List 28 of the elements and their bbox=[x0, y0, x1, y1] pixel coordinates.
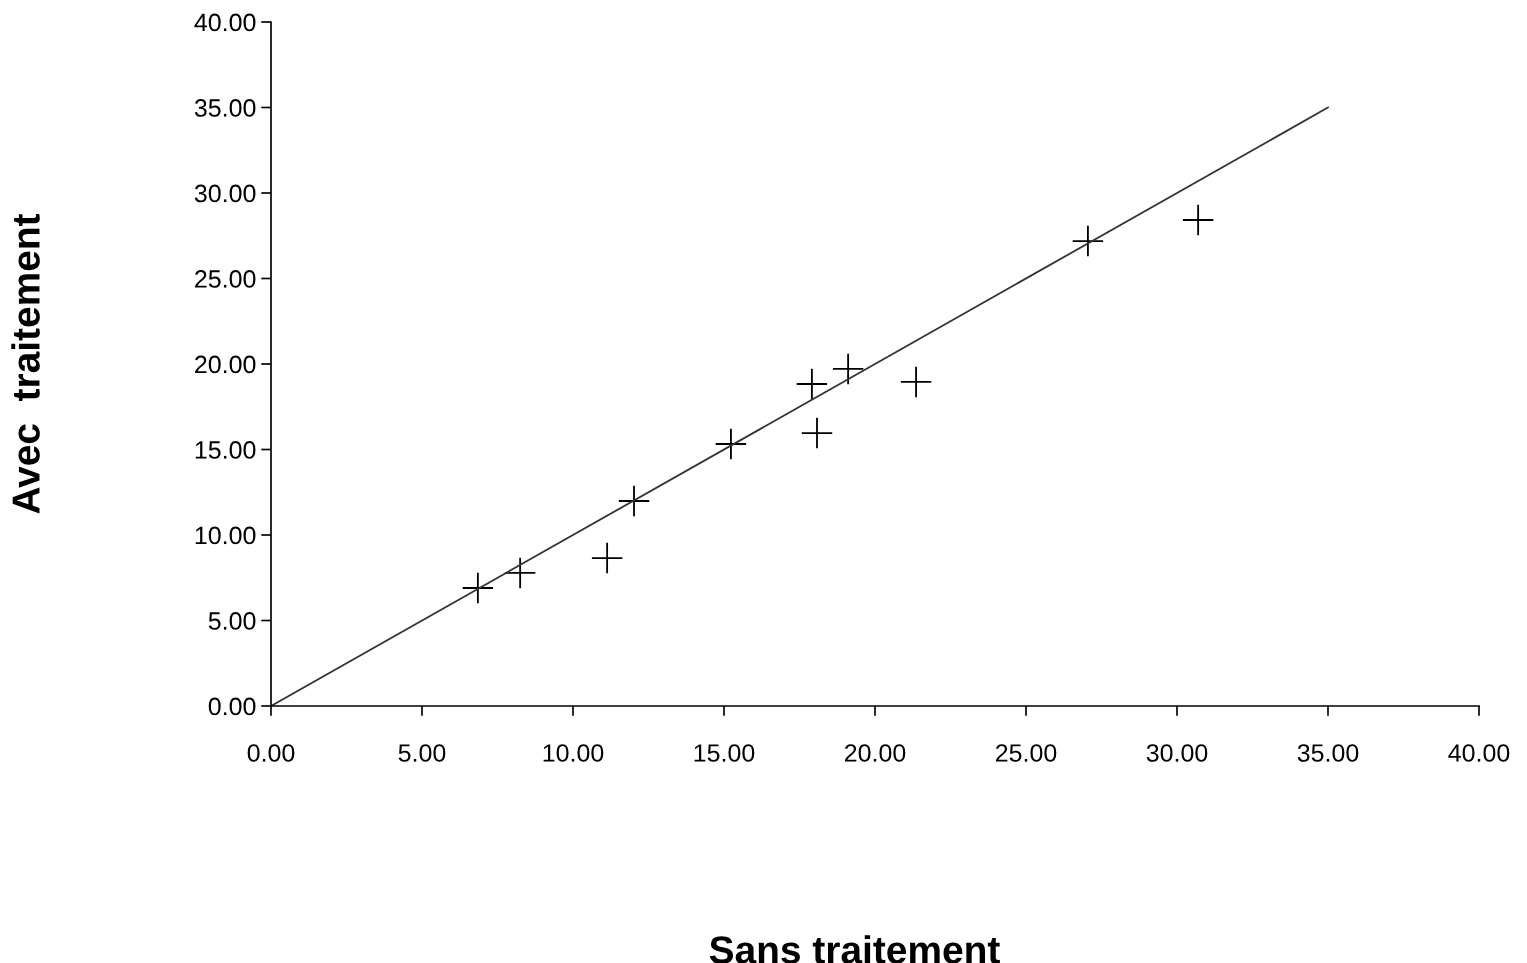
point bbox=[832, 353, 864, 385]
x-tick-label: 5.00 bbox=[398, 744, 446, 762]
y-tick-label: 30.00 bbox=[194, 184, 256, 203]
y-tick-label: 20.00 bbox=[195, 355, 256, 374]
y-tick-label: 10.00 bbox=[195, 526, 256, 545]
x-axis-title: Sans traitement bbox=[709, 935, 1000, 963]
y-tick-label: 35.00 bbox=[194, 99, 256, 117]
y-tick-label: 5.00 bbox=[208, 612, 256, 630]
x-tick-label: 10.00 bbox=[543, 744, 604, 762]
x-tick-label: 0.00 bbox=[247, 744, 295, 762]
x-tick-label: 25.00 bbox=[995, 744, 1057, 762]
point bbox=[1182, 204, 1214, 236]
x-tick-label: 20.00 bbox=[844, 744, 906, 762]
point bbox=[801, 417, 833, 449]
point bbox=[504, 557, 536, 589]
y-tick-label: 25.00 bbox=[195, 270, 256, 288]
y-axis-title: Avec traitement bbox=[11, 213, 40, 514]
y-tick-label: 15.00 bbox=[195, 441, 256, 459]
x-tick-label: 15.00 bbox=[694, 744, 755, 762]
point bbox=[796, 368, 828, 400]
point bbox=[591, 542, 623, 574]
x-tick-label: 35.00 bbox=[1297, 744, 1359, 762]
y-tick-label: 0.00 bbox=[208, 697, 256, 716]
point bbox=[900, 366, 932, 398]
x-tick-label: 30.00 bbox=[1146, 744, 1208, 762]
point bbox=[462, 572, 494, 604]
x-tick-label: 40.00 bbox=[1448, 744, 1510, 762]
y-tick-label: 40.00 bbox=[194, 13, 256, 32]
